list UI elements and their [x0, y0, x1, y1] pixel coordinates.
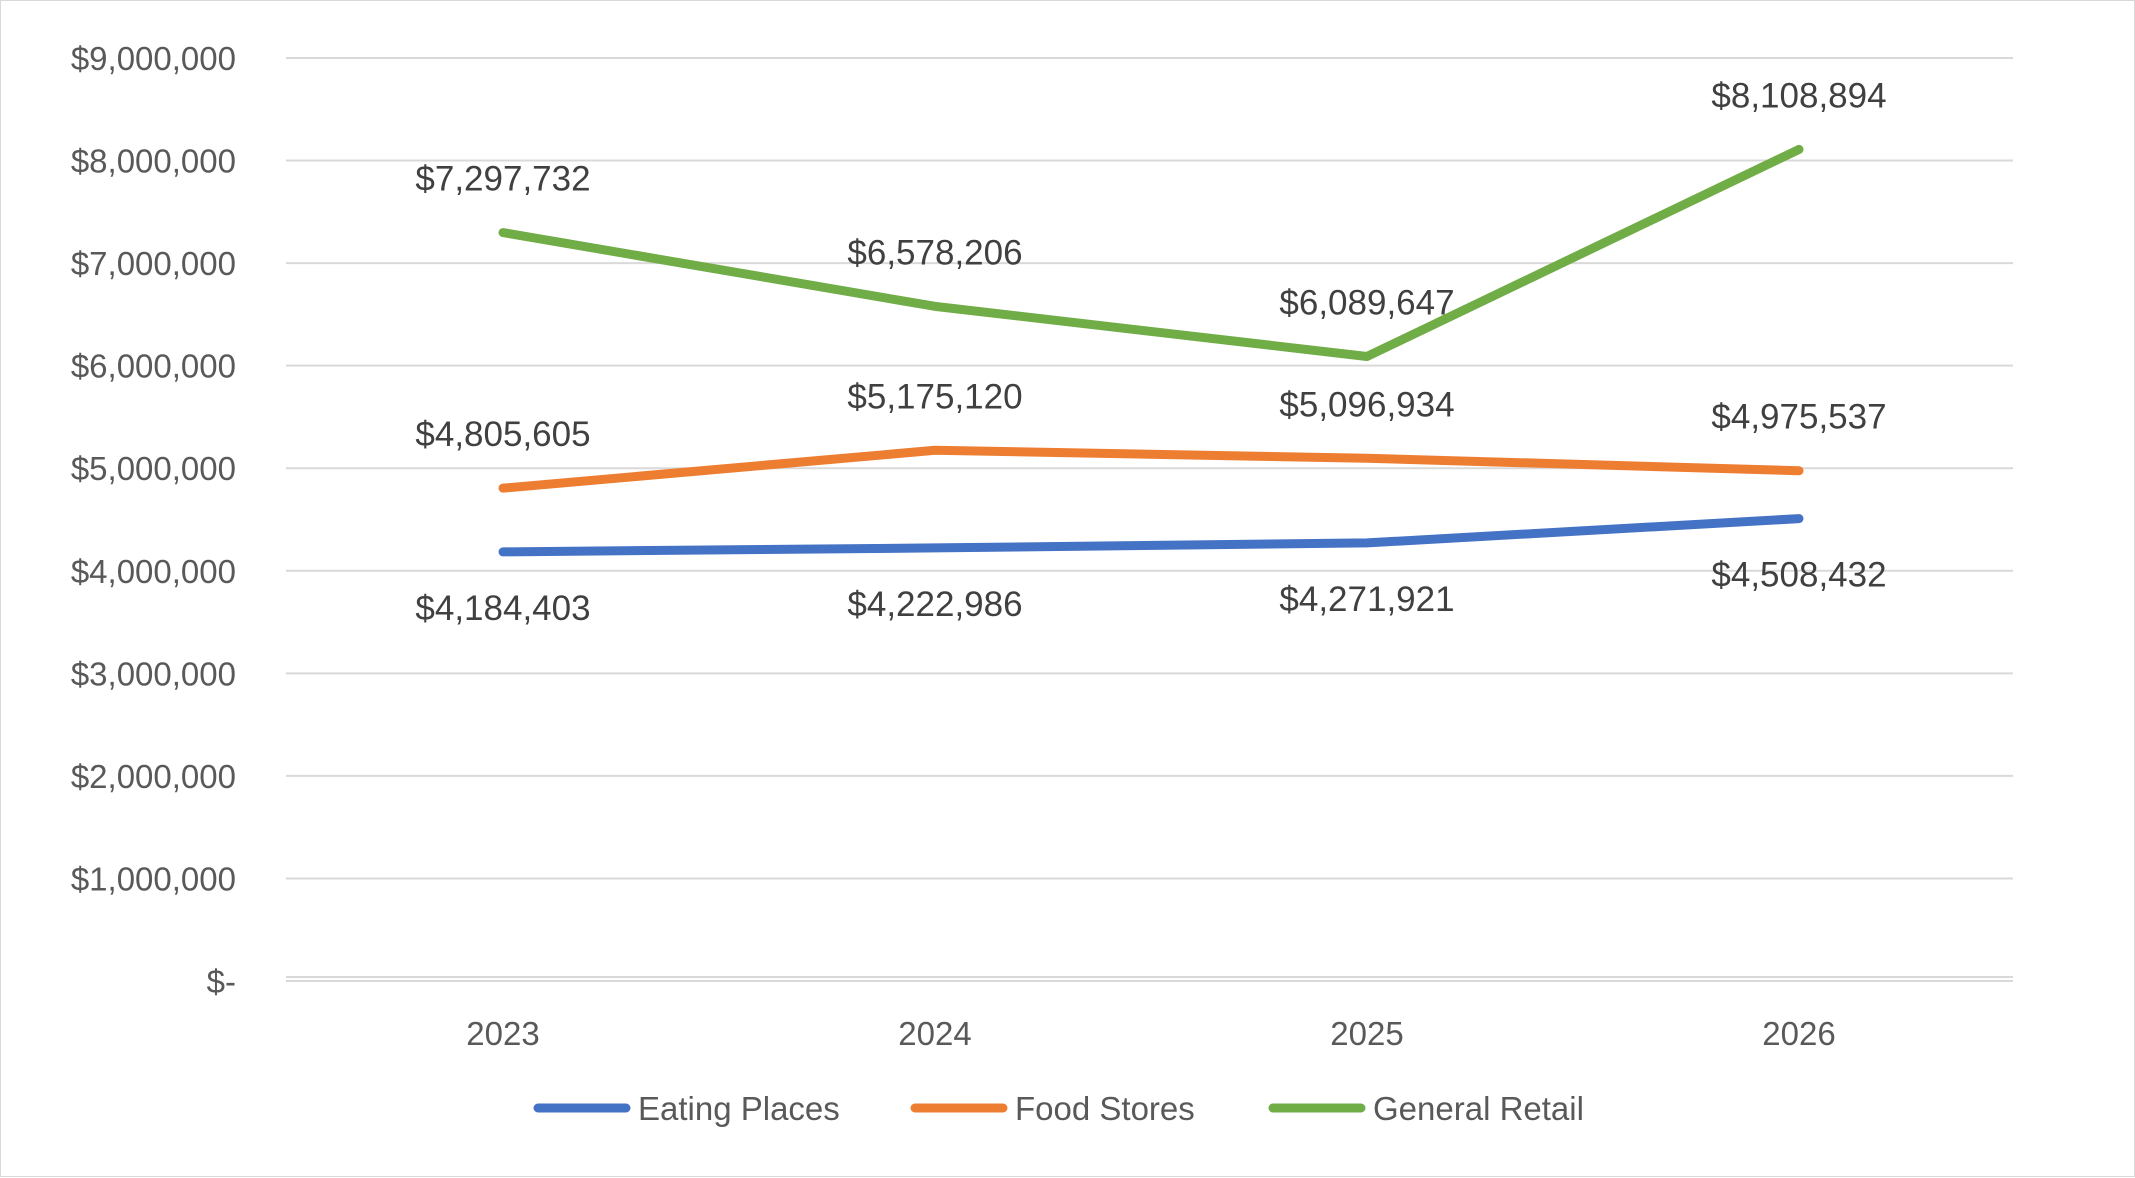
data-label: $5,096,934	[1279, 385, 1454, 424]
y-tick-label: $8,000,000	[71, 143, 236, 180]
x-tick-label: 2023	[466, 1015, 539, 1052]
series-line-general-retail	[503, 149, 1799, 356]
x-tick-label: 2026	[1762, 1015, 1835, 1052]
data-label: $5,175,120	[847, 377, 1022, 416]
y-tick-label: $4,000,000	[71, 553, 236, 590]
series-lines	[503, 149, 1799, 552]
series-line-eating-places	[503, 519, 1799, 552]
legend-label: General Retail	[1373, 1090, 1584, 1127]
data-label: $4,271,921	[1279, 580, 1454, 619]
y-tick-label: $6,000,000	[71, 348, 236, 385]
y-tick-label: $5,000,000	[71, 450, 236, 487]
data-label: $4,184,403	[415, 589, 590, 628]
data-label: $4,508,432	[1711, 556, 1886, 595]
data-label: $7,297,732	[415, 160, 590, 199]
y-tick-label: $1,000,000	[71, 860, 236, 897]
legend-label: Eating Places	[638, 1090, 840, 1127]
data-label: $6,089,647	[1279, 283, 1454, 322]
x-tick-label: 2024	[898, 1015, 971, 1052]
y-tick-label: $-	[207, 963, 236, 1000]
y-tick-label: $2,000,000	[71, 758, 236, 795]
y-tick-label: $3,000,000	[71, 655, 236, 692]
legend: Eating Places Food Stores General Retail	[538, 1090, 1584, 1127]
data-label: $6,578,206	[847, 233, 1022, 272]
x-tick-label: 2025	[1330, 1015, 1403, 1052]
data-label: $4,222,986	[847, 585, 1022, 624]
data-label: $4,805,605	[415, 415, 590, 454]
y-tick-label: $7,000,000	[71, 245, 236, 282]
legend-label: Food Stores	[1015, 1090, 1195, 1127]
data-label: $8,108,894	[1711, 76, 1886, 115]
data-label: $4,975,537	[1711, 398, 1886, 437]
y-tick-label: $9,000,000	[71, 40, 236, 77]
